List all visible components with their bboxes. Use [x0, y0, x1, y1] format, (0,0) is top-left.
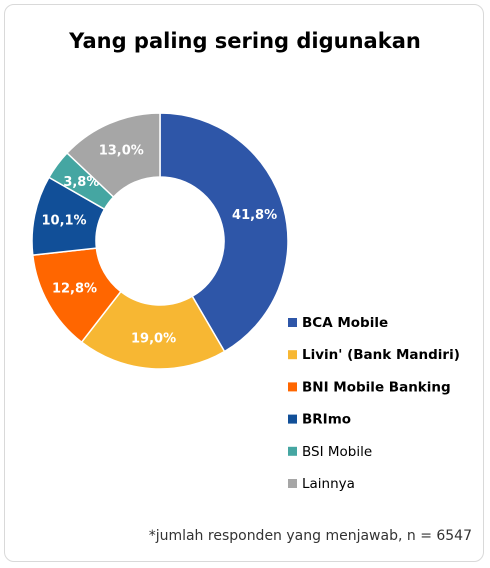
- legend-label: Lainnya: [302, 476, 355, 492]
- donut-slice: [80, 290, 226, 370]
- slice-label: 10,1%: [41, 214, 86, 229]
- donut-slice: [159, 112, 289, 353]
- legend-label: BNI Mobile Banking: [302, 379, 451, 395]
- donut-slice: [65, 112, 161, 199]
- chart-title: Yang paling sering digunakan: [68, 29, 421, 53]
- legend-label: BCA Mobile: [302, 315, 388, 331]
- legend-swatch: [288, 479, 297, 488]
- legend-swatch: [288, 350, 297, 360]
- slice-label: 41,8%: [232, 208, 277, 223]
- legend-label: Livin' (Bank Mandiri): [302, 347, 460, 363]
- slice-label: 13,0%: [99, 143, 144, 158]
- legend-swatch: [288, 414, 297, 424]
- legend-swatch: [288, 318, 297, 327]
- slice-label: 3,8%: [63, 175, 99, 190]
- footnote: *jumlah responden yang menjawab, n = 654…: [149, 528, 472, 544]
- legend-label: BSI Mobile: [302, 444, 372, 460]
- legend-swatch: [288, 446, 297, 456]
- legend-swatch: [288, 382, 297, 392]
- legend-label: BRImo: [302, 412, 351, 428]
- slice-label: 19,0%: [131, 331, 176, 346]
- slice-label: 12,8%: [52, 281, 97, 296]
